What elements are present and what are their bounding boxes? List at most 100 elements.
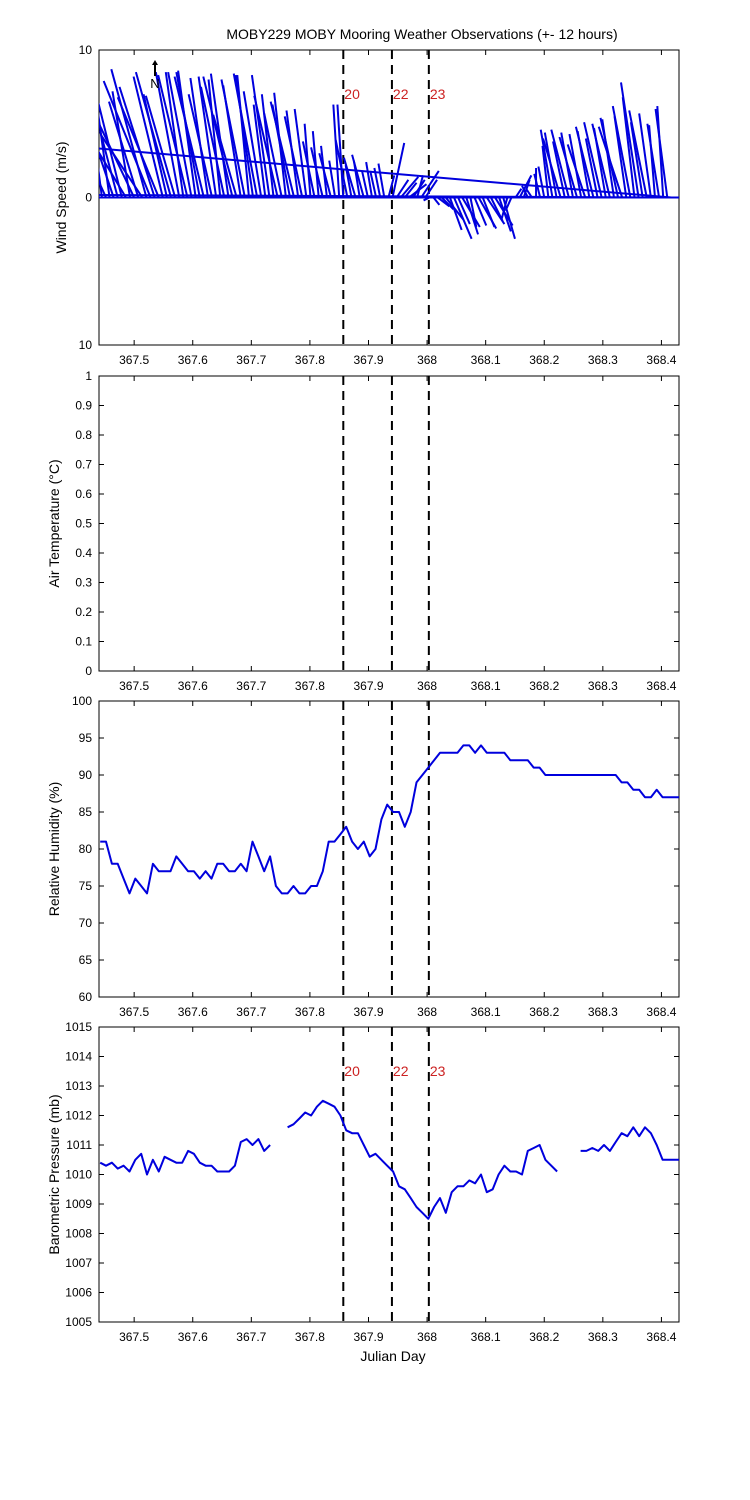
wind-vector [518,174,533,198]
x-tick-label: 367.8 [295,1005,325,1019]
north-label: N [150,76,159,91]
wind-vector [473,197,488,226]
wind-vector [423,196,430,202]
y-tick-label: 0.8 [75,428,92,442]
wind-vector [481,197,496,228]
wind-vector [404,182,418,199]
y-tick-label: 0.1 [75,635,92,649]
y-tick-label: 1009 [65,1197,92,1211]
event-marker-label: 20 [344,86,360,102]
y-axis-label: Relative Humidity (%) [46,782,62,917]
y-tick-label: 85 [79,805,93,819]
panel-humidity: 367.5 367.6 367.7 367.8 367.9 368 368.1 368.2 36… [46,694,680,1019]
wind-vector [144,95,177,198]
y-tick-label: 1013 [65,1079,92,1093]
x-tick-label: 368.3 [588,1330,618,1344]
wind-vector [269,101,296,198]
wind-vector [416,175,424,198]
y-tick-label: 1012 [65,1109,92,1123]
figure-title: MOBY229 MOBY Mooring Weather Observation… [226,26,617,42]
event-marker-label: 23 [430,1063,446,1079]
wind-vector [351,154,365,198]
wind-vector [100,134,144,199]
y-tick-label: 0.5 [75,517,92,531]
x-tick-label: 367.8 [295,679,325,693]
wind-vector [574,126,595,198]
x-tick-label: 368.1 [471,679,501,693]
x-tick-label: 368 [417,1330,437,1344]
x-tick-label: 368.4 [646,1005,676,1019]
wind-vector [550,129,570,198]
wind-vector [591,123,611,198]
wind-vector [253,95,279,198]
x-tick-label: 367.9 [353,679,383,693]
y-tick-label: 0 [85,664,92,678]
data-layer [100,744,679,895]
wind-vector [437,196,450,208]
wind-vector [99,193,676,199]
wind-vector [197,76,218,198]
wind-vector [242,91,263,198]
wind-vector [342,157,357,198]
y-tick-label: 1 [85,369,92,383]
wind-vector [332,104,341,198]
y-tick-label: 1008 [65,1227,92,1241]
wind-vector [328,160,337,198]
y-tick-label: 65 [79,953,93,967]
wind-vector [260,94,275,198]
wind-vector [628,110,648,198]
series-line [287,1099,558,1220]
y-tick-label: 1007 [65,1256,92,1270]
y-tick-label: 75 [79,879,93,893]
wind-vector [250,74,271,198]
x-tick-label: 367.5 [119,1330,149,1344]
wind-vector [134,71,173,198]
wind-vector [232,73,259,198]
wind-vector [318,152,332,198]
x-tick-label: 367.6 [178,1005,208,1019]
wind-vector [537,166,546,198]
wind-vector [638,113,652,198]
x-tick-label: 367.5 [119,1005,149,1019]
plot-frame [98,700,680,998]
wind-vector [611,105,632,198]
wind-vector [399,176,420,199]
y-tick-label: 1011 [66,1138,92,1152]
event-marker-label: 22 [393,86,409,102]
wind-vector [99,147,672,199]
x-tick-label: 368.3 [588,679,618,693]
wind-vector [391,142,406,198]
series-line [580,1126,679,1161]
series-line [99,1138,271,1176]
north-arrow-head-icon [152,60,158,65]
plot-frame [98,1026,680,1323]
x-tick-label: 367.6 [178,1330,208,1344]
wind-vector [629,122,644,198]
x-tick-label: 368.2 [529,1330,559,1344]
wind-vector [453,197,473,240]
wind-vector [597,126,624,198]
x-tick-label: 367.9 [353,353,383,367]
y-tick-label: 100 [72,694,92,708]
y-tick-label: 0 [85,191,92,205]
x-tick-label: 368.1 [471,353,501,367]
panel-pressure: 367.5 367.6 367.7 367.8 367.9 368 368.1 368.2 36… [46,1020,680,1344]
y-axis-label: Air Temperature (°C) [46,459,62,587]
y-axis-label: Wind Speed (m/s) [53,141,69,253]
wind-vector [541,145,550,198]
wind-vector [504,197,513,212]
wind-vector [116,96,160,198]
wind-vector [387,175,396,198]
x-tick-label: 368.1 [471,1330,501,1344]
wind-vector [498,197,512,232]
x-tick-label: 367.5 [119,679,149,693]
x-tick-label: 368.4 [646,353,676,367]
x-tick-label: 368 [417,679,437,693]
y-tick-label: 95 [79,731,93,745]
wind-vector [310,147,324,198]
x-tick-label: 367.7 [236,1005,266,1019]
wind-vector [212,114,238,198]
panel-wind: 367.5 367.6 367.7 367.8 367.9 368 368.1 368.2 36… [53,43,680,367]
y-tick-label: 10 [79,43,93,57]
